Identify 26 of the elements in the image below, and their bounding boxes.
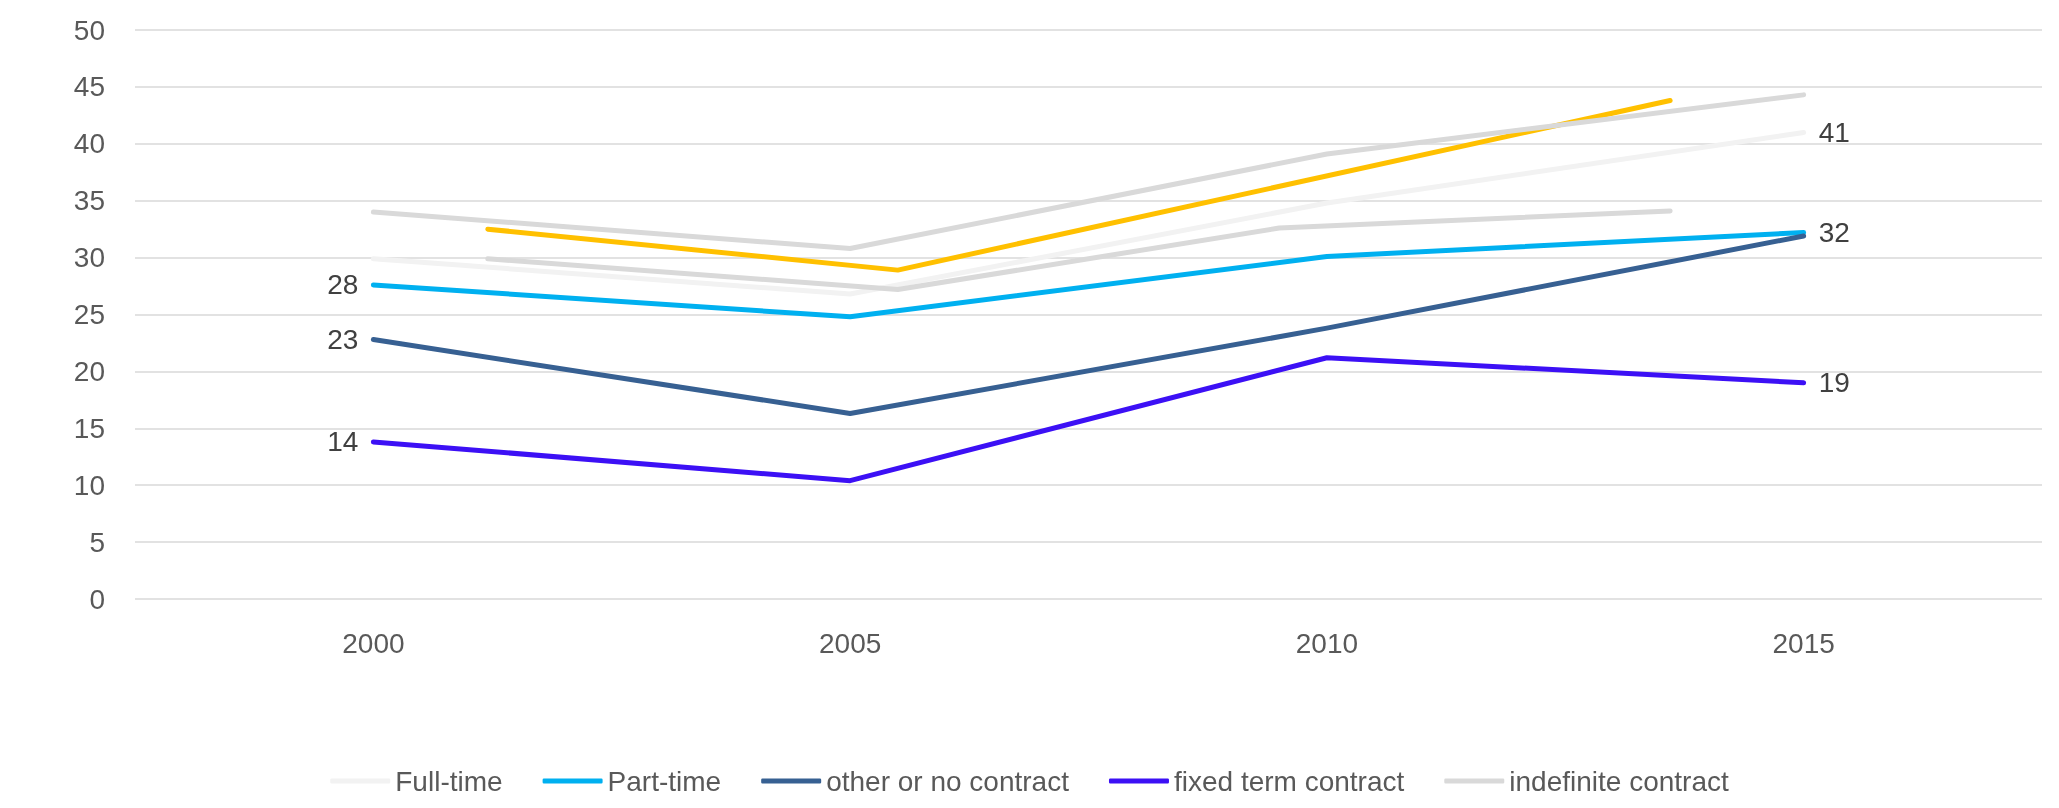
x-tick-label: 2005: [818, 627, 882, 659]
y-tick-label: 0: [89, 583, 105, 615]
y-tick-label: 5: [89, 526, 105, 558]
y-tick-label: 20: [73, 355, 105, 387]
y-tick-label: 50: [73, 14, 105, 46]
y-tick-label: 35: [73, 185, 105, 217]
y-tick-label: 25: [73, 299, 105, 330]
x-tick-label: 2010: [1295, 627, 1359, 659]
data-label: 41: [1818, 116, 1850, 148]
legend-label: Full-time: [395, 765, 503, 797]
legend-label: fixed term contract: [1173, 765, 1405, 797]
legend-label: indefinite contract: [1509, 765, 1729, 797]
y-tick-label: 40: [73, 128, 105, 160]
legend-label: Part-time: [607, 765, 722, 797]
x-tick-label: 2015: [1772, 627, 1835, 659]
data-label: 14: [327, 426, 359, 458]
y-tick-label: 45: [73, 71, 105, 103]
legend-label: other or no contract: [826, 765, 1070, 797]
y-tick-label: 15: [73, 412, 105, 444]
data-label: 23: [327, 324, 359, 356]
data-label: 32: [1818, 217, 1850, 249]
x-tick-label: 2000: [342, 627, 405, 659]
data-label: 28: [327, 269, 359, 301]
y-tick-label: 10: [73, 469, 105, 501]
y-tick-label: 30: [73, 242, 105, 274]
data-label: 19: [1818, 367, 1850, 399]
